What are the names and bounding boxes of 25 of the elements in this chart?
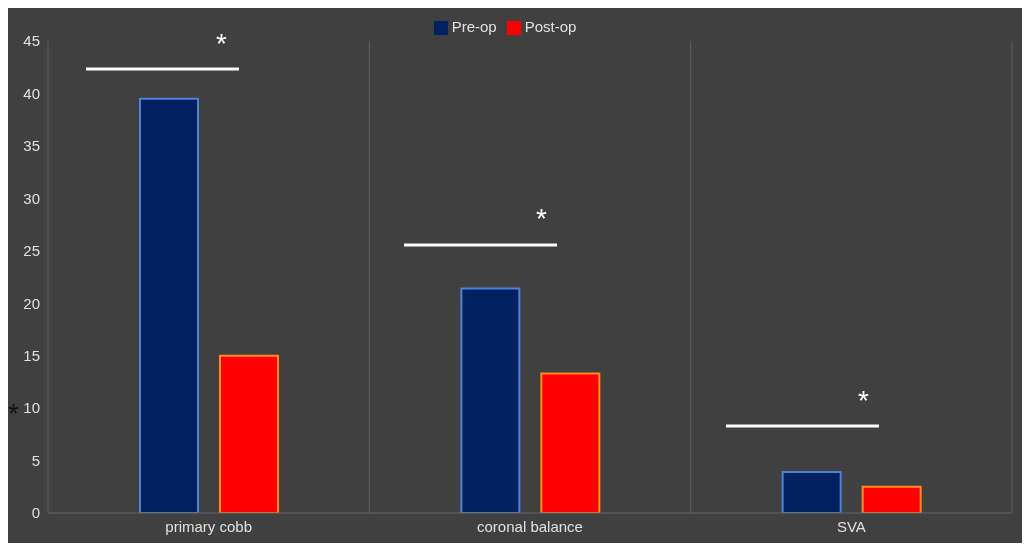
bar	[219, 354, 279, 513]
y-tick-label: 45	[23, 32, 40, 50]
y-tick-label: 30	[23, 189, 40, 207]
y-tick-label: 0	[31, 504, 40, 522]
y-tick-label: 15	[23, 347, 40, 364]
y-tick-label: 25	[23, 242, 40, 260]
y-tick-label: 40	[23, 84, 40, 102]
annotation: *	[536, 203, 547, 234]
bar	[460, 287, 521, 513]
bar	[861, 485, 922, 513]
bar	[540, 372, 601, 513]
bar	[139, 97, 199, 513]
annotation: *	[216, 28, 227, 59]
y-tick-label: 10	[23, 399, 40, 417]
x-tick-label: primary cobb	[165, 517, 253, 535]
y-tick-label: 20	[23, 294, 40, 312]
legend-label: Post-op	[524, 18, 577, 35]
text: *	[8, 398, 19, 430]
y-tick-label: 5	[31, 451, 40, 469]
annotation: *	[858, 385, 869, 416]
bar	[781, 471, 842, 513]
y-tick-label: 35	[23, 137, 40, 155]
legend-label: Pre-op	[451, 18, 497, 35]
x-tick-label: coronal balance	[477, 517, 583, 535]
x-tick-label: SVA	[836, 517, 866, 535]
